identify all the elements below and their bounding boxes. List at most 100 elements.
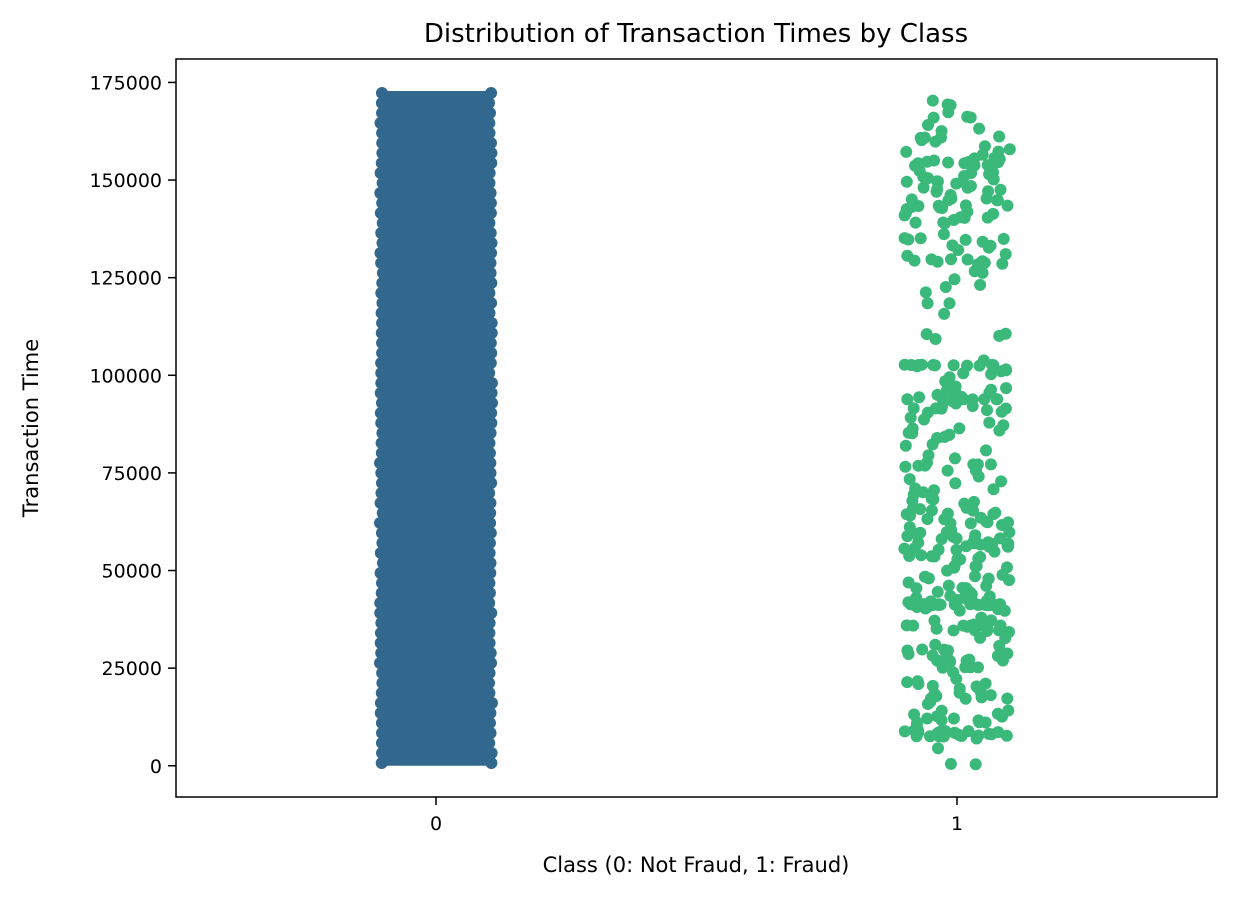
class-1-point xyxy=(997,419,1010,432)
class-0-point xyxy=(484,497,497,510)
class-0-point xyxy=(374,697,387,710)
class-1-point xyxy=(917,181,930,194)
class-0-point xyxy=(375,257,388,270)
y-tick-label: 0 xyxy=(150,756,162,778)
class-1-point xyxy=(927,359,940,371)
class-0-point xyxy=(485,397,498,410)
y-tick-label: 75000 xyxy=(102,463,162,485)
class-1-point xyxy=(978,140,991,153)
class-1-point xyxy=(993,130,1006,143)
class-0-point xyxy=(483,687,496,700)
class-1-point xyxy=(953,682,966,695)
class-0-point xyxy=(376,727,389,740)
class-1-point xyxy=(972,714,985,727)
class-0-point xyxy=(374,407,387,420)
class-1-point xyxy=(914,232,927,245)
class-1-point xyxy=(921,712,934,725)
class-0-point xyxy=(376,297,389,310)
class-1-point xyxy=(979,677,992,690)
class-1-point xyxy=(967,618,980,631)
class-1-point xyxy=(941,464,954,477)
class-1-point xyxy=(903,521,916,534)
class-0-point xyxy=(375,617,388,630)
class-0-point xyxy=(483,117,496,130)
class-0-point xyxy=(375,527,388,540)
class-1-point xyxy=(956,581,969,594)
class-1-point xyxy=(911,675,924,688)
class-0-point xyxy=(375,367,388,380)
class-0-point xyxy=(484,457,497,470)
class-1-point xyxy=(1001,199,1014,212)
y-tick-label: 100000 xyxy=(89,365,162,387)
class-0-point xyxy=(485,247,498,260)
class-1-point xyxy=(999,327,1012,340)
class-0-point xyxy=(485,417,498,430)
class-1-point xyxy=(919,286,932,299)
class-1-point xyxy=(932,742,944,755)
class-1-point xyxy=(1000,382,1013,395)
class-0-point xyxy=(376,317,389,330)
class-0-point xyxy=(483,287,496,300)
class-0-point xyxy=(483,177,496,190)
class-1-point xyxy=(931,585,944,598)
class-0-point xyxy=(374,187,387,200)
class-1-point xyxy=(948,273,961,286)
class-0-point xyxy=(376,337,389,350)
class-0-point xyxy=(376,747,389,760)
class-1-point xyxy=(1000,363,1012,376)
class-1-point xyxy=(984,689,997,702)
class-0-point xyxy=(375,157,388,170)
class-1-point xyxy=(969,758,982,771)
class-0-point xyxy=(484,197,497,210)
class-1-point xyxy=(901,644,914,657)
class-0-point xyxy=(484,707,497,720)
class-1-point xyxy=(925,253,938,266)
class-0-point xyxy=(483,487,496,500)
y-axis: 0 25000 50000 75000 100000 125000 150000 175000 xyxy=(89,72,176,778)
class-1-point xyxy=(974,511,987,524)
class-1-point xyxy=(909,216,922,229)
class-1-point xyxy=(970,680,983,693)
class-0-point xyxy=(376,127,389,140)
class-0-point xyxy=(376,427,389,440)
class-0-point xyxy=(375,647,388,660)
x-tick-label: 1 xyxy=(951,813,963,835)
class-1-point xyxy=(949,452,961,465)
class-0-point xyxy=(376,237,389,250)
class-1-point xyxy=(951,553,964,566)
class-1-point xyxy=(929,333,942,345)
class-0-point xyxy=(376,147,389,160)
class-0-points-strip xyxy=(379,91,493,766)
class-0-point xyxy=(376,267,389,280)
class-0-point xyxy=(483,547,496,560)
class-0-point xyxy=(375,717,388,730)
class-0-point xyxy=(374,167,387,180)
class-1-point xyxy=(928,154,941,167)
class-0-point xyxy=(483,637,496,650)
class-0-point xyxy=(375,97,388,110)
class-0-point xyxy=(485,87,498,100)
class-1-point xyxy=(898,542,911,555)
class-0-point xyxy=(485,657,498,670)
class-1-point xyxy=(982,536,995,549)
class-1-point xyxy=(910,591,923,604)
class-0-point xyxy=(375,757,388,770)
class-0-point xyxy=(484,257,497,270)
class-1-point xyxy=(991,194,1003,207)
class-1-point xyxy=(987,483,1000,496)
class-0-point xyxy=(374,627,387,640)
class-0-point xyxy=(483,667,496,680)
class-0-point xyxy=(376,217,389,230)
class-1-point xyxy=(961,359,974,372)
class-1-point xyxy=(898,725,911,738)
class-0-point xyxy=(374,547,387,560)
class-0-point xyxy=(375,687,388,700)
class-1-point xyxy=(992,726,1005,739)
plot-frame xyxy=(175,58,1218,798)
class-0-point xyxy=(485,147,498,160)
class-1-point xyxy=(977,354,990,367)
class-1-point xyxy=(948,726,961,739)
class-1-point xyxy=(982,572,995,585)
class-0-point xyxy=(376,677,389,690)
class-0-point xyxy=(483,217,496,230)
